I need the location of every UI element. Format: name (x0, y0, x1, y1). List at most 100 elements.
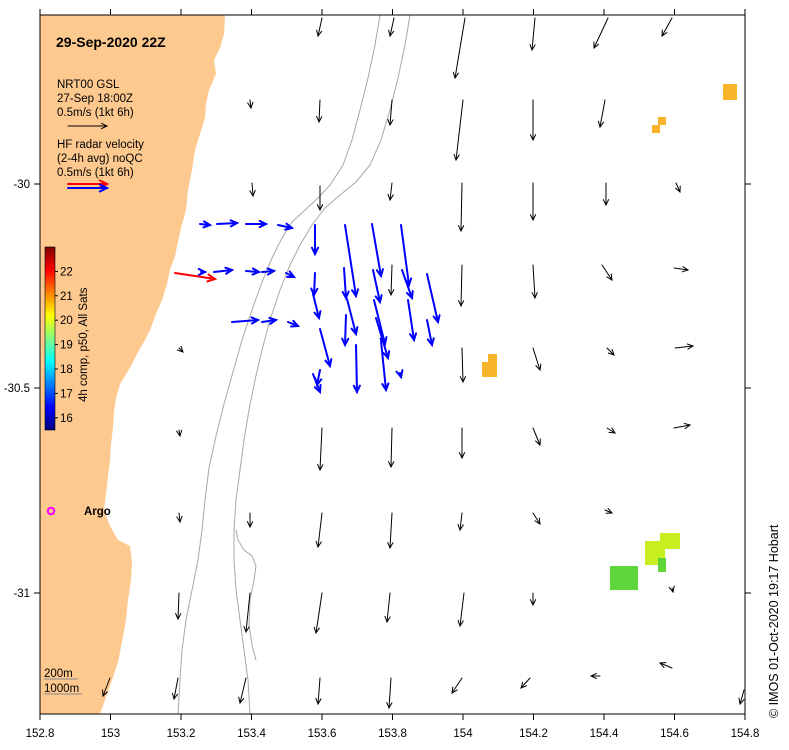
radar-arrow (341, 267, 350, 301)
sst-pixel (652, 125, 660, 133)
argo-label: Argo (84, 506, 111, 518)
radar-arrow (310, 272, 319, 298)
model-arrow (387, 512, 394, 550)
radar-arrow (261, 267, 277, 276)
model-arrow (532, 512, 541, 525)
model-arrow (315, 677, 322, 706)
radar-legend-line2: (2-4h avg) noQC (57, 153, 143, 165)
x-tick-label: 153.2 (167, 728, 196, 740)
legend-radar-arrow-blue (67, 183, 110, 193)
model-arrow (238, 677, 247, 705)
model-arrow (388, 427, 395, 469)
model-arrow (529, 17, 536, 52)
model-arrow (387, 99, 394, 127)
model-arrow (316, 17, 323, 38)
y-tick-label: -31 (13, 588, 30, 600)
sst-pixel (658, 558, 666, 572)
model-arrow (606, 427, 616, 434)
radar-arrow (245, 219, 269, 229)
colorbar-label: 4h comp, p50, All Sats (78, 287, 90, 402)
x-tick-label: 154 (453, 728, 473, 740)
model-arrow (457, 592, 465, 628)
radar-arrow (213, 266, 235, 275)
colorbar-ticks: 22 21 20 19 18 17 16 (55, 266, 73, 425)
model-arrow (604, 507, 614, 514)
model-arrow (171, 677, 179, 701)
model-arrow (313, 592, 323, 635)
model-arrow (452, 17, 466, 80)
model-arrow (658, 662, 673, 669)
model-legend-arrow (67, 122, 109, 130)
radar-arrow (371, 223, 384, 279)
model-legend-line3: 0.5m/s (1kt 6h) (57, 107, 134, 119)
radar-arrow (401, 269, 414, 301)
x-tick-label: 153.6 (308, 728, 337, 740)
model-arrow (529, 99, 537, 142)
model-arrow (589, 672, 601, 680)
model-arrow (175, 592, 182, 621)
sst-pixel (723, 84, 737, 100)
model-arrow (315, 512, 323, 549)
model-arrow (102, 677, 111, 698)
radar-arrow (375, 317, 391, 361)
radar-arrow (352, 344, 361, 395)
model-arrow (532, 347, 542, 372)
model-arrow (317, 427, 324, 472)
y-axis-ticks: -30 -30.5 -31 (4, 179, 751, 600)
model-arrow (387, 182, 394, 202)
colorbar-tick-label: 21 (60, 291, 73, 303)
map-title: 29-Sep-2020 22Z (56, 34, 166, 50)
x-tick-label: 154.6 (660, 728, 689, 740)
model-arrow (668, 585, 675, 594)
argo-float-marker (46, 506, 56, 516)
x-tick-label: 152.8 (26, 728, 55, 740)
model-arrow (388, 264, 395, 297)
model-current-arrows (102, 17, 745, 710)
model-arrow (176, 345, 184, 353)
radar-arrow (373, 299, 388, 347)
x-tick-label: 154.8 (731, 728, 760, 740)
radar-arrow (245, 267, 262, 276)
radar-arrow (426, 319, 435, 348)
model-arrow (388, 17, 395, 38)
x-tick-label: 153 (101, 728, 120, 740)
radar-arrow (344, 224, 360, 299)
imos-credit: © IMOS 01-Oct-2020 19:17 Hobart (767, 524, 781, 718)
model-arrow (602, 182, 610, 207)
model-arrow (386, 677, 393, 710)
model-arrow (673, 266, 690, 273)
sst-colorbar (44, 246, 56, 431)
colorbar-tick-label: 16 (60, 413, 73, 425)
depth-label-1000m: 1000m (44, 683, 79, 695)
model-arrow (597, 99, 606, 129)
colorbar-tick-label: 20 (60, 315, 73, 327)
radar-arrow (426, 273, 441, 325)
wind-arrow (174, 272, 218, 283)
radar-arrow (319, 328, 333, 369)
model-arrow (532, 427, 541, 447)
radar-arrow (197, 267, 208, 277)
hf-radar-arrows (197, 219, 441, 395)
colorbar-tick-label: 22 (60, 266, 73, 278)
colorbar-tick-label: 18 (60, 364, 73, 376)
model-arrow (531, 264, 538, 300)
radar-arrow (400, 224, 413, 288)
x-tick-label: 153.4 (237, 728, 266, 740)
x-tick-label: 153.8 (378, 728, 407, 740)
model-arrow (384, 592, 391, 624)
radar-legend-line3: 0.5m/s (1kt 6h) (57, 167, 134, 179)
model-arrow (673, 422, 692, 430)
model-arrow (457, 512, 464, 532)
sst-pixels (482, 84, 737, 590)
coastline-land (40, 15, 225, 714)
model-arrow (458, 427, 466, 460)
colorbar-tick-label: 19 (60, 340, 73, 352)
model-legend-line1: NRT00 GSL (57, 79, 120, 91)
model-arrow (606, 347, 615, 356)
sst-pixel (488, 354, 497, 364)
model-arrow (458, 264, 465, 308)
radar-arrow (395, 369, 404, 380)
radar-arrow (287, 319, 301, 328)
x-tick-label: 154.2 (519, 728, 548, 740)
